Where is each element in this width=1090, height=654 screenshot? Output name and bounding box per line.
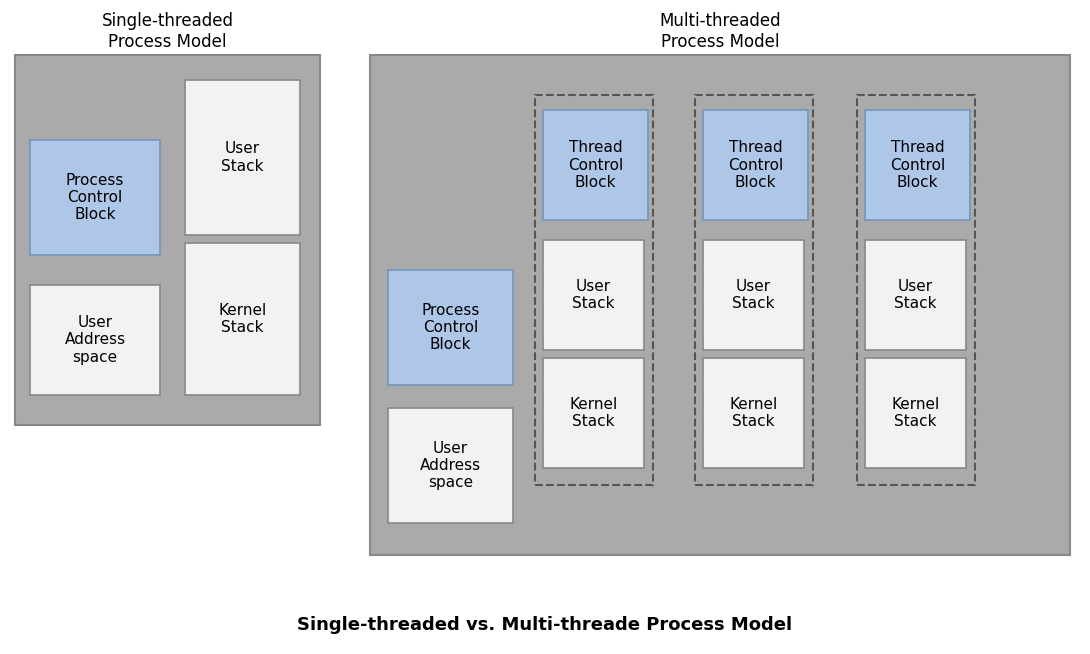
Bar [185, 80, 300, 235]
Bar [865, 358, 966, 468]
Bar [703, 358, 804, 468]
Text: Multi-threaded
Process Model: Multi-threaded Process Model [659, 12, 780, 51]
Bar [535, 95, 653, 485]
Bar [370, 55, 1070, 555]
Text: Process
Control
Block: Process Control Block [422, 303, 480, 353]
Bar [703, 110, 808, 220]
Bar [388, 408, 513, 523]
Text: User
Address
space: User Address space [64, 315, 125, 365]
Text: User
Stack: User Stack [221, 141, 264, 174]
Bar [543, 240, 644, 350]
Text: Single-threaded
Process Model: Single-threaded Process Model [101, 12, 233, 51]
Text: User
Stack: User Stack [572, 279, 615, 311]
Bar [543, 110, 647, 220]
Bar [388, 270, 513, 385]
Text: User
Stack: User Stack [732, 279, 775, 311]
Bar [543, 358, 644, 468]
Bar [695, 95, 813, 485]
Bar [865, 110, 970, 220]
Text: Thread
Control
Block: Thread Control Block [568, 140, 623, 190]
Bar [185, 243, 300, 395]
Bar [865, 240, 966, 350]
Text: Kernel
Stack: Kernel Stack [218, 303, 267, 336]
Bar [857, 95, 974, 485]
Bar [31, 285, 160, 395]
Text: Kernel
Stack: Kernel Stack [729, 397, 777, 429]
Bar [31, 140, 160, 255]
Text: User
Stack: User Stack [894, 279, 936, 311]
Text: Single-threaded vs. Multi-threade Process Model: Single-threaded vs. Multi-threade Proces… [298, 616, 792, 634]
Text: Kernel
Stack: Kernel Stack [892, 397, 940, 429]
Bar [15, 55, 320, 425]
Text: User
Address
space: User Address space [420, 441, 481, 490]
Bar [703, 240, 804, 350]
Text: Thread
Control
Block: Thread Control Block [728, 140, 783, 190]
Text: Thread
Control
Block: Thread Control Block [889, 140, 945, 190]
Text: Kernel
Stack: Kernel Stack [569, 397, 618, 429]
Text: Process
Control
Block: Process Control Block [65, 173, 124, 222]
